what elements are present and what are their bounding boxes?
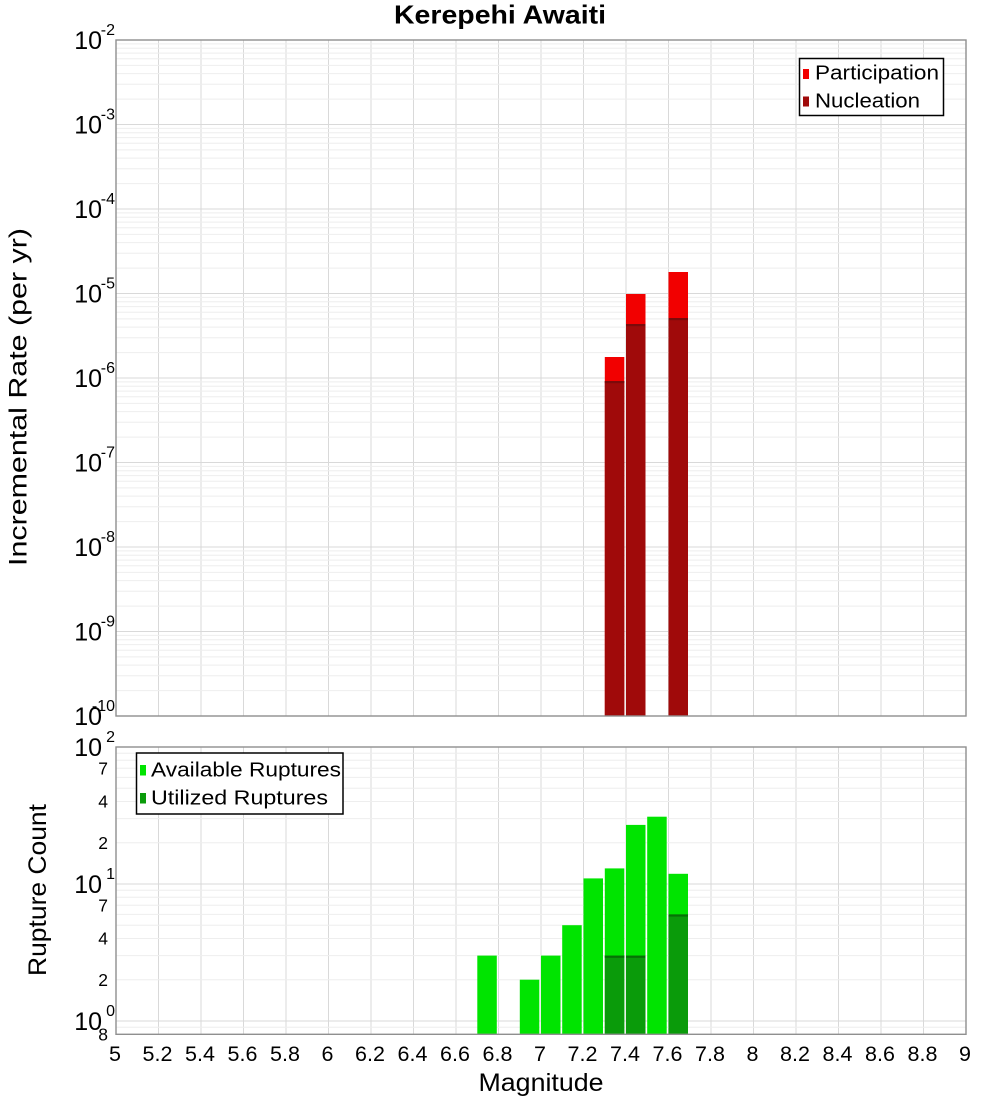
svg-text:1: 1 (106, 866, 115, 883)
svg-text:10: 10 (74, 1008, 102, 1036)
svg-text:4: 4 (98, 792, 108, 812)
svg-text:-2: -2 (101, 22, 115, 39)
svg-text:-10: -10 (92, 698, 115, 715)
svg-text:10: 10 (74, 734, 102, 762)
svg-text:Available Ruptures: Available Ruptures (151, 760, 341, 782)
svg-text:Rupture Count: Rupture Count (24, 804, 52, 976)
svg-text:10: 10 (74, 111, 102, 139)
svg-text:7.4: 7.4 (610, 1042, 640, 1066)
svg-text:10: 10 (74, 534, 102, 562)
svg-text:-8: -8 (101, 529, 115, 546)
svg-text:5.2: 5.2 (143, 1042, 173, 1066)
svg-text:2: 2 (106, 729, 115, 746)
svg-text:2: 2 (98, 970, 108, 990)
svg-text:7.8: 7.8 (695, 1042, 725, 1066)
svg-text:Incremental Rate (per yr): Incremental Rate (per yr) (5, 228, 33, 566)
svg-text:6.2: 6.2 (355, 1042, 385, 1066)
svg-text:Utilized Ruptures: Utilized Ruptures (151, 788, 328, 810)
svg-text:10: 10 (74, 871, 102, 899)
svg-text:6: 6 (322, 1042, 334, 1066)
svg-text:10: 10 (74, 27, 102, 55)
svg-text:6.8: 6.8 (483, 1042, 513, 1066)
svg-text:Kerepehi Awaiti: Kerepehi Awaiti (394, 0, 606, 30)
svg-text:8.6: 8.6 (865, 1042, 895, 1066)
svg-text:10: 10 (74, 196, 102, 224)
svg-text:7.6: 7.6 (653, 1042, 683, 1066)
svg-text:10: 10 (74, 449, 102, 477)
svg-text:7: 7 (534, 1042, 546, 1066)
svg-text:Magnitude: Magnitude (479, 1069, 604, 1097)
svg-text:0: 0 (106, 1003, 115, 1020)
svg-text:8: 8 (747, 1042, 759, 1066)
svg-text:8: 8 (98, 1025, 108, 1045)
svg-text:8.2: 8.2 (780, 1042, 810, 1066)
svg-text:2: 2 (98, 833, 108, 853)
svg-text:Nucleation: Nucleation (815, 91, 920, 113)
svg-text:10: 10 (74, 703, 102, 731)
svg-text:5: 5 (109, 1042, 121, 1066)
svg-text:-5: -5 (101, 276, 115, 293)
svg-text:10: 10 (74, 280, 102, 308)
svg-text:10: 10 (74, 365, 102, 393)
svg-text:4: 4 (98, 929, 108, 949)
svg-text:5.6: 5.6 (228, 1042, 258, 1066)
svg-text:Participation: Participation (815, 63, 939, 85)
svg-text:6.4: 6.4 (398, 1042, 428, 1066)
svg-text:-6: -6 (101, 360, 115, 377)
svg-text:-9: -9 (101, 614, 115, 631)
svg-text:8.8: 8.8 (908, 1042, 938, 1066)
svg-text:-4: -4 (101, 191, 115, 208)
svg-text:7: 7 (98, 895, 108, 915)
svg-text:5.4: 5.4 (185, 1042, 215, 1066)
svg-text:8.4: 8.4 (823, 1042, 853, 1066)
svg-text:-3: -3 (101, 107, 115, 124)
svg-text:-7: -7 (101, 445, 115, 462)
svg-text:6.6: 6.6 (440, 1042, 470, 1066)
svg-text:7: 7 (98, 758, 108, 778)
svg-text:5.8: 5.8 (270, 1042, 300, 1066)
svg-text:9: 9 (959, 1042, 971, 1066)
svg-text:7.2: 7.2 (568, 1042, 598, 1066)
svg-text:10: 10 (74, 618, 102, 646)
